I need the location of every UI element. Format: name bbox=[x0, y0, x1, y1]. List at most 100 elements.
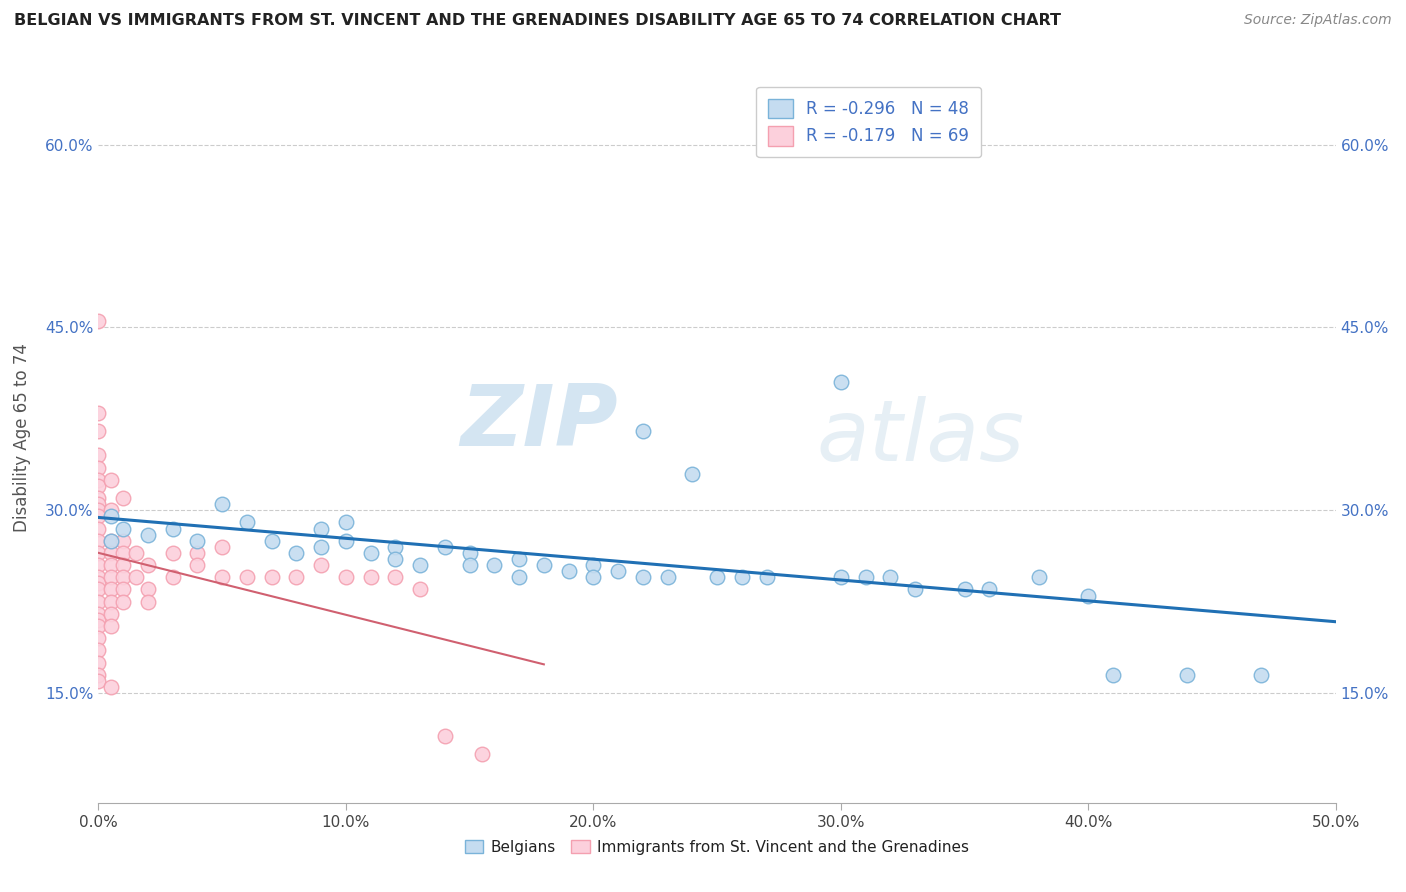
Point bbox=[87, 491, 110, 505]
Point bbox=[706, 570, 728, 584]
Point bbox=[471, 747, 494, 761]
Point bbox=[855, 570, 877, 584]
Point bbox=[631, 570, 654, 584]
Point bbox=[953, 582, 976, 597]
Point bbox=[112, 533, 135, 548]
Point bbox=[100, 473, 122, 487]
Point bbox=[904, 582, 927, 597]
Point bbox=[236, 516, 259, 530]
Point bbox=[100, 619, 122, 633]
Text: atlas: atlas bbox=[815, 395, 1024, 479]
Point bbox=[112, 594, 135, 608]
Point bbox=[136, 558, 159, 573]
Point bbox=[87, 632, 110, 646]
Point bbox=[409, 558, 432, 573]
Point bbox=[136, 594, 159, 608]
Point bbox=[100, 558, 122, 573]
Point bbox=[335, 516, 357, 530]
Point bbox=[1250, 667, 1272, 682]
Point bbox=[1102, 667, 1125, 682]
Point bbox=[87, 509, 110, 524]
Point bbox=[87, 570, 110, 584]
Point bbox=[112, 491, 135, 505]
Point bbox=[162, 546, 184, 560]
Point bbox=[409, 582, 432, 597]
Point bbox=[1175, 667, 1198, 682]
Point bbox=[582, 558, 605, 573]
Point bbox=[285, 546, 308, 560]
Point bbox=[309, 521, 332, 535]
Point bbox=[87, 582, 110, 597]
Point bbox=[484, 558, 506, 573]
Point bbox=[112, 558, 135, 573]
Point bbox=[433, 729, 456, 743]
Point bbox=[100, 680, 122, 694]
Point bbox=[186, 546, 208, 560]
Point bbox=[87, 521, 110, 535]
Point bbox=[87, 533, 110, 548]
Point bbox=[384, 540, 406, 554]
Point bbox=[384, 570, 406, 584]
Point bbox=[112, 570, 135, 584]
Point bbox=[186, 533, 208, 548]
Point bbox=[285, 570, 308, 584]
Point bbox=[87, 503, 110, 517]
Point bbox=[335, 570, 357, 584]
Point bbox=[100, 607, 122, 621]
Point bbox=[557, 564, 579, 578]
Point bbox=[582, 570, 605, 584]
Point bbox=[87, 607, 110, 621]
Point bbox=[681, 467, 703, 481]
Point bbox=[87, 656, 110, 670]
Point bbox=[112, 521, 135, 535]
Point bbox=[87, 619, 110, 633]
Point bbox=[162, 570, 184, 584]
Point bbox=[87, 613, 110, 627]
Point bbox=[508, 570, 530, 584]
Point bbox=[260, 533, 283, 548]
Point bbox=[731, 570, 754, 584]
Point bbox=[755, 570, 778, 584]
Point bbox=[87, 643, 110, 657]
Point bbox=[87, 673, 110, 688]
Point bbox=[979, 582, 1001, 597]
Point bbox=[87, 406, 110, 420]
Point bbox=[87, 424, 110, 438]
Point bbox=[607, 564, 630, 578]
Point bbox=[533, 558, 555, 573]
Point bbox=[360, 546, 382, 560]
Point bbox=[87, 497, 110, 511]
Text: Source: ZipAtlas.com: Source: ZipAtlas.com bbox=[1244, 13, 1392, 28]
Point bbox=[100, 503, 122, 517]
Point bbox=[1028, 570, 1050, 584]
Point bbox=[87, 546, 110, 560]
Point bbox=[631, 424, 654, 438]
Point bbox=[87, 558, 110, 573]
Point bbox=[458, 558, 481, 573]
Point bbox=[260, 570, 283, 584]
Y-axis label: Disability Age 65 to 74: Disability Age 65 to 74 bbox=[13, 343, 31, 532]
Point bbox=[124, 570, 146, 584]
Point bbox=[335, 533, 357, 548]
Point bbox=[211, 570, 233, 584]
Point bbox=[87, 576, 110, 591]
Point bbox=[100, 509, 122, 524]
Point bbox=[100, 582, 122, 597]
Point bbox=[830, 376, 852, 390]
Point bbox=[100, 533, 122, 548]
Text: BELGIAN VS IMMIGRANTS FROM ST. VINCENT AND THE GRENADINES DISABILITY AGE 65 TO 7: BELGIAN VS IMMIGRANTS FROM ST. VINCENT A… bbox=[14, 13, 1062, 29]
Point bbox=[87, 449, 110, 463]
Point bbox=[124, 546, 146, 560]
Point bbox=[100, 570, 122, 584]
Point bbox=[830, 570, 852, 584]
Point bbox=[360, 570, 382, 584]
Point bbox=[136, 582, 159, 597]
Point bbox=[309, 558, 332, 573]
Point bbox=[236, 570, 259, 584]
Point bbox=[87, 594, 110, 608]
Point bbox=[87, 473, 110, 487]
Point bbox=[433, 540, 456, 554]
Point bbox=[1077, 589, 1099, 603]
Point bbox=[309, 540, 332, 554]
Point bbox=[100, 533, 122, 548]
